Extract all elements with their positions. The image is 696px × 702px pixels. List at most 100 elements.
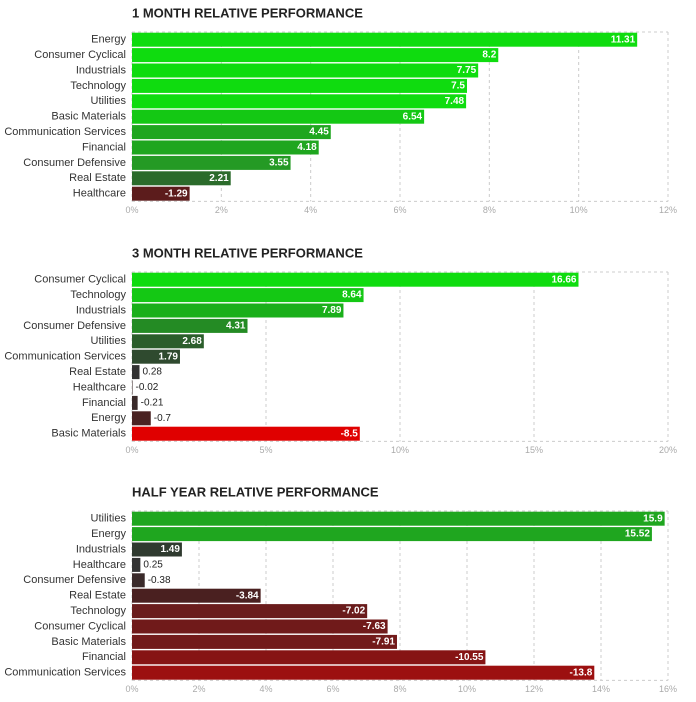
bar [132,48,499,63]
value-label: -3.84 [236,590,259,601]
chart-title: HALF YEAR RELATIVE PERFORMANCE [132,484,379,499]
x-tick-label: 0% [125,445,138,455]
chart-title: 3 MONTH RELATIVE PERFORMANCE [132,245,363,260]
y-tick-label: Financial [82,397,126,409]
bar [132,395,138,410]
y-tick-label: Real Estate [69,590,126,602]
y-tick-label: Financial [82,141,126,153]
y-tick-label: Communication Services [4,126,126,138]
bar [132,588,261,603]
y-tick-label: Financial [82,651,126,663]
y-tick-label: Basic Materials [51,428,126,440]
value-label: 1.49 [160,544,180,555]
x-tick-label: 10% [458,684,476,694]
y-tick-label: Healthcare [73,381,126,393]
value-label: -0.7 [154,413,172,424]
x-tick-label: 20% [659,445,677,455]
x-tick-label: 6% [393,205,406,215]
x-tick-label: 0% [125,205,138,215]
value-label: -0.38 [148,575,171,586]
bar [132,63,479,78]
bar [132,380,133,395]
bar [132,186,190,201]
bar [132,557,141,572]
y-tick-label: Utilities [91,513,127,525]
bar [132,619,388,634]
y-tick-label: Utilities [91,95,127,107]
bar [132,140,319,155]
value-label: 11.31 [611,34,636,45]
bar [132,665,595,680]
x-tick-label: 0% [125,684,138,694]
bar [132,634,397,649]
y-tick-label: Communication Services [4,667,126,679]
bar [132,365,140,380]
y-tick-label: Basic Materials [51,111,126,123]
value-label: -1.29 [165,188,188,199]
y-tick-label: Energy [91,528,126,540]
bar [132,318,248,333]
bar [132,334,204,349]
bar [132,573,145,588]
y-tick-label: Consumer Cyclical [34,274,126,286]
y-tick-label: Basic Materials [51,636,126,648]
y-tick-label: Industrials [76,304,127,316]
bar [132,32,638,47]
bar [132,125,331,140]
bar [132,272,579,287]
value-label: 7.75 [457,65,477,76]
bar [132,155,291,170]
x-tick-label: 5% [259,445,272,455]
x-tick-label: 16% [659,684,677,694]
x-tick-label: 10% [570,205,588,215]
value-label: 15.52 [625,529,650,540]
value-label: 8.64 [342,290,362,301]
y-tick-label: Consumer Defensive [23,157,126,169]
value-label: 4.18 [297,142,317,153]
value-label: 4.31 [226,321,246,332]
value-label: -0.21 [141,398,164,409]
bar [132,303,344,318]
bar [132,411,151,426]
y-tick-label: Healthcare [73,559,126,571]
bar [132,288,364,303]
y-tick-label: Utilities [91,335,127,347]
value-label: 16.66 [551,274,576,285]
x-tick-label: 2% [192,684,205,694]
y-tick-label: Technology [70,80,126,92]
value-label: -7.91 [372,637,395,648]
bar [132,171,231,186]
bar [132,511,665,526]
bar [132,650,486,665]
value-label: 2.21 [209,173,229,184]
x-tick-label: 2% [215,205,228,215]
x-tick-label: 14% [592,684,610,694]
x-tick-label: 8% [393,684,406,694]
value-label: 3.55 [269,158,289,169]
y-tick-label: Real Estate [69,172,126,184]
x-tick-label: 12% [659,205,677,215]
bar [132,542,182,557]
x-tick-label: 4% [259,684,272,694]
value-label: -8.5 [341,428,359,439]
y-tick-label: Technology [70,605,126,617]
x-tick-label: 4% [304,205,317,215]
bar [132,78,467,93]
x-tick-label: 15% [525,445,543,455]
bar [132,604,368,619]
y-tick-label: Consumer Cyclical [34,49,126,61]
y-tick-label: Consumer Defensive [23,320,126,332]
value-label: 0.28 [143,367,163,378]
y-tick-label: Consumer Cyclical [34,620,126,632]
value-label: 15.9 [643,513,663,524]
y-tick-label: Healthcare [73,188,126,200]
value-label: 1.79 [159,351,179,362]
y-tick-label: Consumer Defensive [23,574,126,586]
y-tick-label: Energy [91,412,126,424]
value-label: 7.89 [322,305,342,316]
value-label: 4.45 [309,127,329,138]
y-tick-label: Communication Services [4,351,126,363]
value-label: 6.54 [403,111,423,122]
value-label: 2.68 [182,336,202,347]
